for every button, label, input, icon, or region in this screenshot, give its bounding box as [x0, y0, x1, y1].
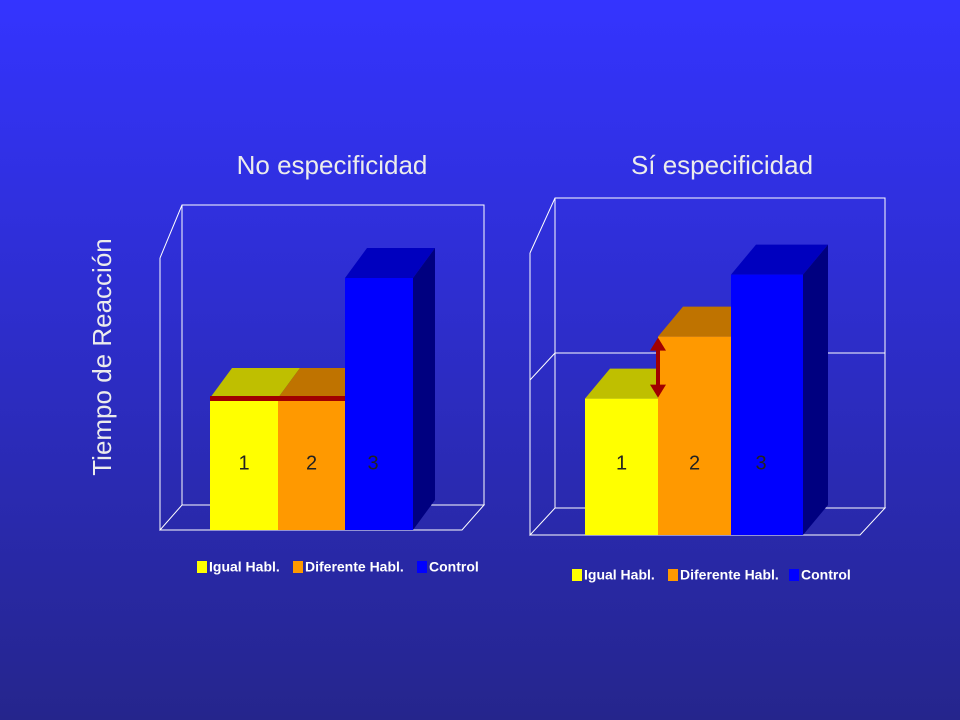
legend-label: Igual Habl. [209, 559, 280, 575]
legend-label: Control [429, 559, 479, 575]
bar [731, 274, 803, 535]
legend-swatch [668, 569, 678, 581]
bar-label: 2 [689, 452, 700, 474]
legend-swatch [417, 561, 427, 573]
chart-title: No especificidad [237, 150, 428, 180]
bar-label: 3 [367, 452, 378, 474]
legend-label: Diferente Habl. [680, 567, 779, 583]
bar-label: 2 [306, 452, 317, 474]
bar [210, 398, 278, 530]
bar [658, 336, 731, 535]
legend-swatch [572, 569, 582, 581]
legend-swatch [789, 569, 799, 581]
bar [345, 278, 413, 530]
bar-label: 3 [755, 452, 766, 474]
y-axis-label: Tiempo de Reacción [87, 238, 117, 476]
bar-top [731, 244, 828, 275]
bar-side [803, 244, 828, 535]
bar-top [210, 368, 300, 398]
bar-side [413, 248, 435, 530]
chart-title: Sí especificidad [631, 150, 813, 180]
legend-label: Igual Habl. [584, 567, 655, 583]
arrow-head [650, 384, 666, 398]
bar [278, 398, 345, 530]
bar-top [278, 368, 367, 398]
annotation-line [210, 396, 345, 401]
plot-frame [159, 204, 485, 506]
legend-label: Diferente Habl. [305, 559, 404, 575]
legend-swatch [197, 561, 207, 573]
bar-top [345, 248, 435, 278]
legend-swatch [293, 561, 303, 573]
bar [585, 398, 658, 535]
bar-label: 1 [238, 452, 249, 474]
bar-label: 1 [616, 452, 627, 474]
arrow-head [650, 337, 666, 351]
legend-label: Control [801, 567, 851, 583]
